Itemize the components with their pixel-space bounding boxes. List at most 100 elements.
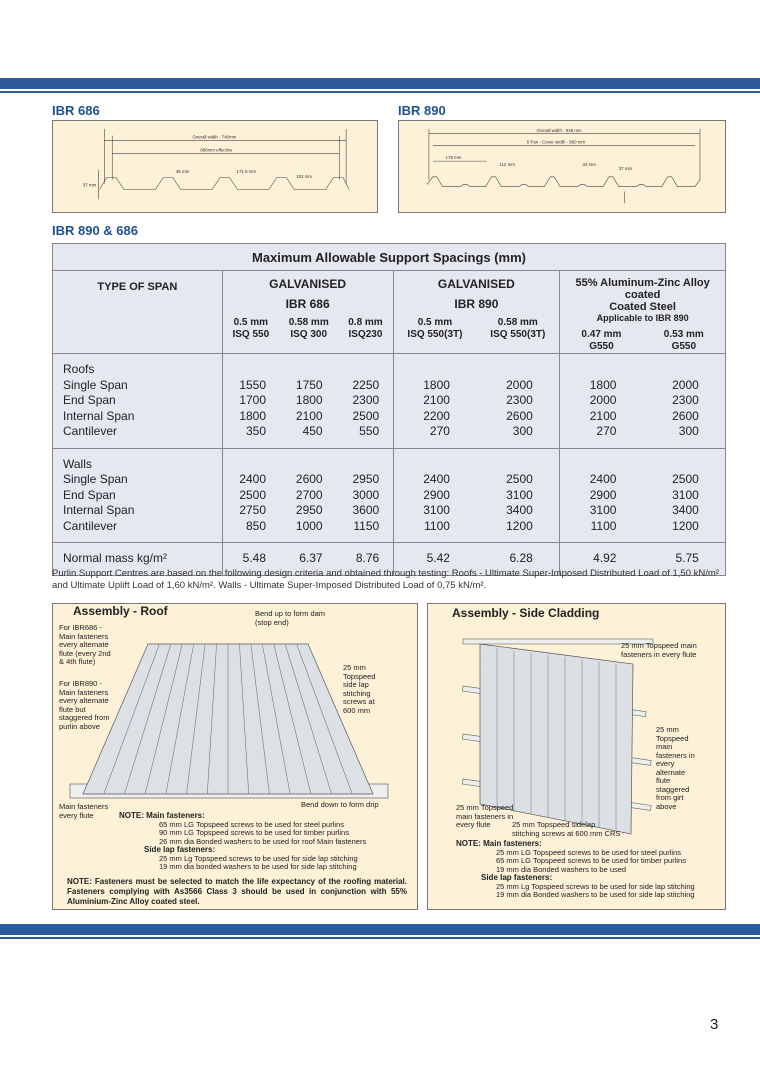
value-row: 2750 2950 3600 bbox=[223, 503, 393, 519]
value: 1800 bbox=[239, 408, 267, 423]
value: 350 bbox=[245, 424, 267, 438]
section-labels: Roofs Single Span End Span Internal Span Can… bbox=[52, 353, 223, 449]
assembly-roof-panel: Assembly - Roof Bend up to form dam (sto… bbox=[52, 603, 418, 910]
side-cladding-illustration bbox=[461, 638, 654, 835]
type-of-span-header: TYPE OF SPAN bbox=[52, 270, 223, 354]
header-rule bbox=[0, 91, 760, 93]
row-label: Internal Span bbox=[63, 408, 135, 423]
roof-rib bbox=[206, 643, 217, 795]
svg-text:178 mm: 178 mm bbox=[446, 155, 462, 160]
thickness-columns: 0.5 mm ISQ 550(3T) 0.58 mm ISQ 550(3T) bbox=[394, 317, 560, 341]
value: 1000 bbox=[295, 518, 323, 533]
svg-text:112 mm: 112 mm bbox=[499, 162, 515, 167]
value-row: 1100 1200 bbox=[560, 519, 725, 535]
roof-rib bbox=[103, 643, 160, 795]
value: 5.48 bbox=[242, 551, 267, 565]
spacer bbox=[394, 362, 560, 378]
svg-text:35 mm: 35 mm bbox=[176, 169, 190, 174]
value: 850 bbox=[245, 518, 267, 533]
value-cell: 2400 2500 2900 3100 3100 3400 1100 1200 bbox=[559, 448, 726, 543]
roof-warning: NOTE: Fasteners must be selected to matc… bbox=[67, 877, 407, 906]
roof-rib bbox=[186, 643, 206, 795]
spacer bbox=[223, 457, 393, 473]
column-group-header: GALVANISED IBR 686 0.5 mm ISQ 550 0.58 mm ISQ… bbox=[221, 270, 394, 354]
value-row: 4.92 5.75 bbox=[560, 551, 725, 567]
value-row: 2000 2300 bbox=[560, 393, 725, 409]
table-section: Normal mass kg/m² 5.48 6.37 8.76 5.42 6.28 4.9… bbox=[52, 542, 726, 576]
note-line: 65 mm LG Topspeed screws to be used for … bbox=[496, 856, 686, 865]
column-group-header: 55% Aluminum-Zinc Alloy coated Coated Ste… bbox=[559, 270, 726, 354]
page-number: 3 bbox=[710, 1016, 719, 1033]
section-heading: Walls bbox=[63, 456, 92, 471]
roof-rib bbox=[261, 643, 291, 795]
value: 2300 bbox=[352, 393, 380, 407]
value: 2500 bbox=[352, 408, 380, 423]
roof-rib bbox=[284, 643, 332, 795]
thickness-column: 0.58 mm ISQ 550(3T) bbox=[490, 317, 545, 341]
label-ibr890-fasteners: For IBR890 - Main fasteners every altern… bbox=[59, 679, 110, 731]
column-spec: ISQ230 bbox=[348, 329, 383, 340]
roof-rib bbox=[250, 643, 270, 795]
value: 270 bbox=[596, 424, 617, 438]
value-row: 2400 2500 bbox=[560, 472, 725, 488]
note-line: 19 mm dia Bonded washers to be used bbox=[496, 864, 627, 874]
value-row: 2100 2300 bbox=[394, 393, 560, 409]
row-label: Single Span bbox=[63, 472, 128, 486]
column-spec: 0.58 mm bbox=[288, 317, 329, 328]
spacer bbox=[223, 362, 393, 378]
roof-rib bbox=[239, 643, 250, 795]
spacer bbox=[560, 362, 725, 378]
roof-fastener-notes: NOTE: Main fasteners: 65 mm LG Topspeed … bbox=[119, 811, 366, 872]
note-line: 25 mm Lg Topspeed screws to be used for … bbox=[496, 881, 695, 891]
side-title: Assembly - Side Cladding bbox=[452, 606, 600, 620]
roof-rib bbox=[296, 643, 353, 795]
note-line: 65 mm LG Topspeed screws to be used for … bbox=[159, 819, 344, 829]
note-line: 19 mm dia Bonded washers to be used for … bbox=[496, 890, 695, 899]
value: 3100 bbox=[506, 487, 533, 502]
thickness-column: 0.47 mm G550 bbox=[581, 329, 621, 353]
value-cell: 5.48 6.37 8.76 bbox=[221, 542, 394, 576]
value: 1800 bbox=[423, 377, 450, 392]
note-line: 19 mm dia bonded washers to be used for … bbox=[159, 862, 357, 871]
value: 2000 bbox=[672, 377, 699, 392]
label-main-fasteners: Main fasteners every flute bbox=[59, 802, 109, 820]
svg-text:686mm effective: 686mm effective bbox=[200, 147, 233, 152]
type-header-text: TYPE OF SPAN bbox=[97, 281, 178, 293]
side-note-main-heading: NOTE: Main fasteners: bbox=[456, 839, 542, 848]
value-row: 2200 2600 bbox=[394, 409, 560, 425]
assembly-side-cladding-panel: Assembly - Side Cladding 25 mm Topspeed … bbox=[427, 603, 726, 910]
section-title: IBR 890 & 686 bbox=[52, 223, 138, 238]
label-bottom-fasteners: 25 mm Topspeed main fasteners in every f… bbox=[456, 803, 514, 829]
value-cell: 1800 2000 2100 2300 2200 2600 270 300 bbox=[392, 353, 561, 449]
ibr890-title: IBR 890 bbox=[398, 103, 446, 118]
value: 4.92 bbox=[593, 551, 617, 565]
column-spec: G550 bbox=[671, 341, 697, 352]
note-line: 25 mm Lg Topspeed screws to be used for … bbox=[159, 853, 358, 863]
value-row: 270 300 bbox=[560, 424, 725, 440]
value-row: 270 300 bbox=[394, 424, 560, 440]
value: 2250 bbox=[352, 377, 380, 392]
group-header-line: GALVANISED bbox=[437, 277, 515, 291]
value-cell: 4.92 5.75 bbox=[559, 542, 726, 576]
value-row: 2400 2600 2950 bbox=[223, 472, 393, 488]
support-spacings-table: Maximum Allowable Support Spacings (mm) … bbox=[52, 243, 726, 576]
row-label: End Span bbox=[63, 487, 116, 502]
svg-text:171.5 mm: 171.5 mm bbox=[237, 169, 257, 174]
value: 2300 bbox=[506, 393, 533, 407]
group-header-line: IBR 890 bbox=[454, 297, 499, 311]
value: 2100 bbox=[295, 408, 323, 423]
column-spec: 0.8 mm bbox=[348, 317, 383, 328]
value: 2100 bbox=[423, 393, 450, 407]
value: 2500 bbox=[239, 487, 267, 502]
table-section: Walls Single Span End Span Internal Span Can… bbox=[52, 448, 726, 543]
note-line: 25 mm LG Topspeed screws to be used for … bbox=[496, 847, 681, 857]
value-row: 1700 1800 2300 bbox=[223, 393, 393, 409]
value: 1150 bbox=[353, 518, 380, 533]
value: 550 bbox=[359, 424, 380, 438]
value-row: 3100 3400 bbox=[394, 503, 560, 519]
roof-rib bbox=[165, 643, 195, 795]
value: 3600 bbox=[352, 503, 380, 517]
value-cell: 5.42 6.28 bbox=[392, 542, 561, 576]
thickness-columns: 0.5 mm ISQ 550 0.58 mm ISQ 300 0.8 mm ISQ230 bbox=[223, 317, 393, 341]
value: 2950 bbox=[295, 503, 323, 517]
